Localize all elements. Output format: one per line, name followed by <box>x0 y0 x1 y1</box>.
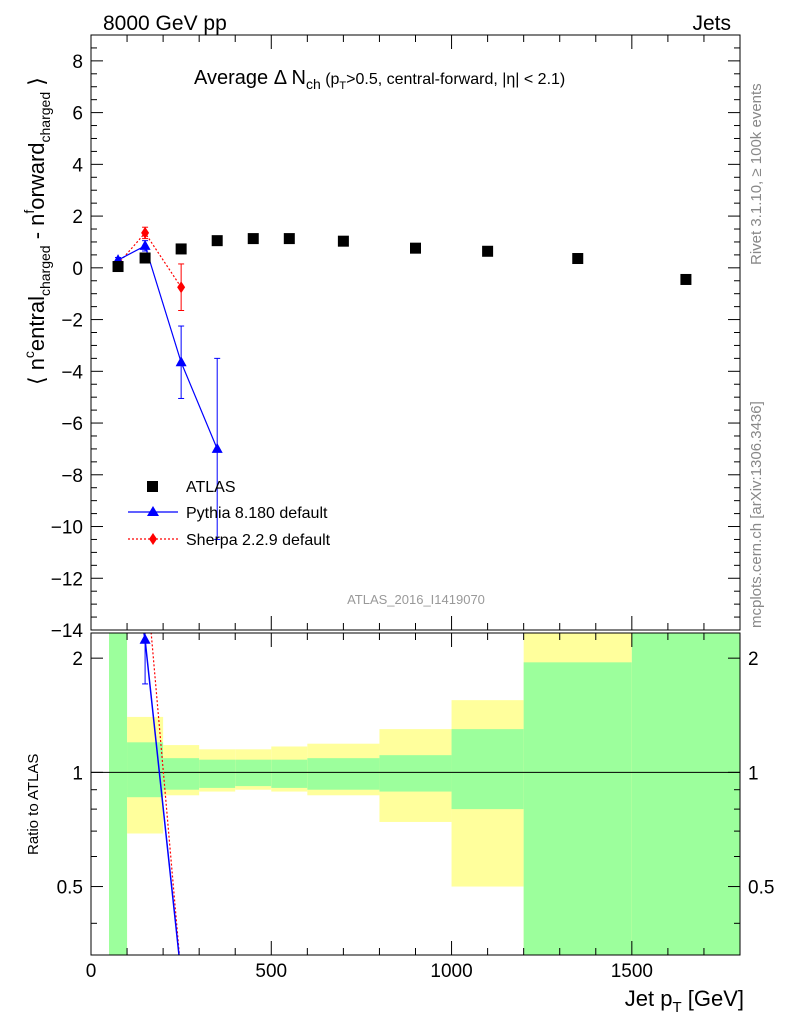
title-prefix: Average <box>194 67 274 89</box>
main-ytick-label: −8 <box>61 466 83 487</box>
title-t-sub: T <box>339 80 346 92</box>
rivet-label: Rivet 3.1.10, ≥ 100k events <box>748 83 765 265</box>
legend-pythia-marker <box>147 506 159 516</box>
header-right: Jets <box>692 12 731 35</box>
ylabel-open: ⟨ n <box>24 358 49 385</box>
ratio-xtick-label: 1000 <box>430 961 472 982</box>
legend-sherpa-label: Sherpa 2.2.9 default <box>186 532 331 549</box>
ratio-band-green <box>379 755 452 792</box>
main-ytick-label: −6 <box>61 414 83 435</box>
ylabel-sup-f: f <box>21 210 37 214</box>
ratio-band-green <box>235 759 272 787</box>
atlas-point <box>283 233 295 245</box>
ratio-ytick-label-left: 0.5 <box>57 878 83 899</box>
ratio-ytick-label-right: 1 <box>748 763 759 784</box>
ratio-xtick-label: 1500 <box>611 961 653 982</box>
atlas-point <box>680 273 692 285</box>
pythia-point <box>211 442 223 453</box>
sherpa-point <box>141 226 150 239</box>
ratio-band-green <box>631 633 740 955</box>
atlas-point <box>139 252 151 264</box>
xlabel-t-sub: T <box>672 999 681 1016</box>
legend-sherpa-marker <box>149 533 157 545</box>
ylabel-charged-1: charged <box>37 245 53 296</box>
ylabel-charged-2: charged <box>37 92 53 143</box>
title-open-p: (p <box>321 71 340 88</box>
pythia-point <box>175 356 187 367</box>
ylabel-close: ⟩ <box>24 77 49 92</box>
title-n: N <box>286 67 306 89</box>
ratio-band-green <box>109 633 128 955</box>
ratio-panel: 2 2 1 1 0.5 0.5 0 500 1000 1500 Ratio to ATLAS J… <box>25 632 774 1016</box>
ylabel-sup-c: c <box>21 351 37 358</box>
main-ytick-label: −10 <box>51 518 83 539</box>
pythia-line <box>117 244 218 450</box>
ratio-band-green <box>523 662 632 955</box>
header-left: 8000 GeV pp <box>103 12 227 35</box>
ratio-ytick-label-right: 0.5 <box>748 878 774 899</box>
main-ytick-label: 0 <box>72 259 83 280</box>
ratio-ytick-label-left: 2 <box>72 649 83 670</box>
ylabel-dash: - n <box>24 214 49 246</box>
atlas-point <box>337 235 349 247</box>
ratio-ytick-label-left: 1 <box>72 763 83 784</box>
analysis-watermark: ATLAS_2016_I1419070 <box>347 592 485 607</box>
ratio-ytick-label-right: 2 <box>748 649 759 670</box>
atlas-point <box>175 243 187 255</box>
ratio-band-green <box>199 759 236 788</box>
ratio-xlabel: Jet pT [GeV] <box>625 986 744 1016</box>
atlas-point <box>410 242 421 254</box>
atlas-point <box>211 235 223 247</box>
ratio-band-green <box>271 759 308 788</box>
atlas-point <box>112 261 124 273</box>
ratio-band-green <box>307 758 380 790</box>
main-ytick-label: −4 <box>61 362 83 383</box>
sherpa-point <box>177 281 186 294</box>
atlas-point <box>572 253 584 265</box>
main-ytick-label: 8 <box>72 52 83 73</box>
mcplots-label: mcplots.cern.ch [arXiv:1306.3436] <box>748 401 765 628</box>
title-ch-sub: ch <box>306 76 321 92</box>
xlabel-jet-p: Jet p <box>625 986 673 1011</box>
main-ytick-label: 4 <box>72 155 83 176</box>
main-ytick-label: 2 <box>72 207 83 228</box>
title-delta: Δ <box>274 67 287 89</box>
legend-pythia-label: Pythia 8.180 default <box>186 505 328 522</box>
ratio-xtick-label: 500 <box>255 961 287 982</box>
legend-atlas-marker <box>147 481 158 492</box>
ratio-xtick-label: 0 <box>86 961 97 982</box>
atlas-point <box>482 245 494 257</box>
ylabel-orward: orward <box>24 142 49 209</box>
main-ytick-label: −14 <box>51 621 84 642</box>
ratio-band-green <box>451 729 524 810</box>
ylabel-entral: entral <box>24 296 49 351</box>
xlabel-unit: [GeV] <box>682 986 744 1011</box>
ratio-band-green <box>163 758 200 790</box>
main-ylabel: ⟨ ncentralcharged - nforwardcharged ⟩ <box>21 77 53 385</box>
legend: ATLAS Pythia 8.180 default Sherpa 2.2.9 … <box>128 479 331 549</box>
pythia-point <box>139 239 151 250</box>
legend-atlas-label: ATLAS <box>186 479 236 496</box>
main-panel: 8 6 4 2 0 −2 −4 −6 −8 −10 −12 −14 Average Δ Nch (pT… <box>21 34 741 642</box>
main-ytick-label: 6 <box>72 104 83 125</box>
main-title: Average Δ Nch (pT>0.5, central-forward, … <box>194 67 565 92</box>
pythia-ratio-point <box>139 633 151 644</box>
pythia-ratio-line <box>143 633 180 955</box>
main-ytick-label: −12 <box>51 569 83 590</box>
main-ytick-label: −2 <box>61 311 83 332</box>
title-rest: >0.5, central-forward, |η| < 2.1) <box>346 71 565 88</box>
ratio-ylabel: Ratio to ATLAS <box>25 754 42 855</box>
atlas-point <box>247 233 259 245</box>
